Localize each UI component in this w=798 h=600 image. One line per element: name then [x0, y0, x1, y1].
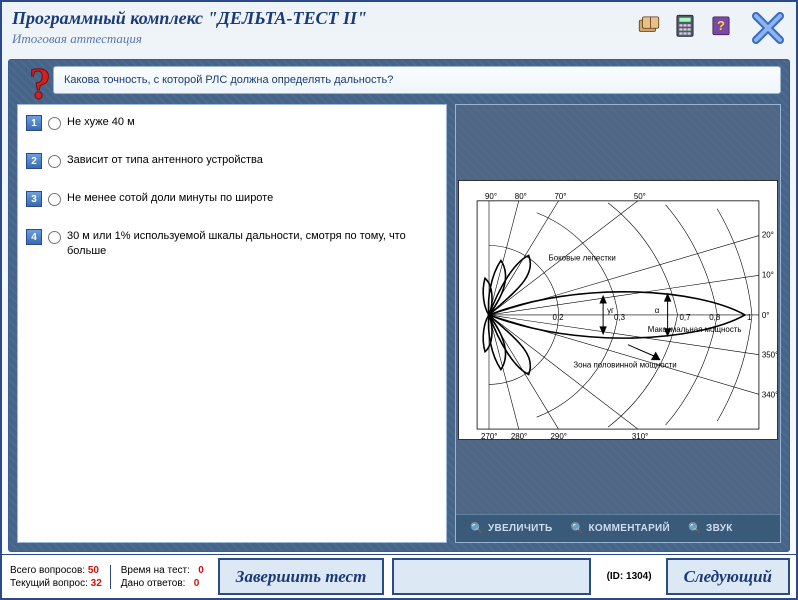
question-id: (ID: 1304) [599, 558, 660, 595]
answer-option[interactable]: 2 Зависит от типа антенного устройства [26, 153, 438, 169]
answered-value: 0 [194, 578, 200, 589]
svg-text:0,7: 0,7 [680, 312, 691, 321]
answer-number: 3 [26, 191, 42, 207]
answer-option[interactable]: 1 Не хуже 40 м [26, 115, 438, 131]
finish-test-button[interactable]: Завершить тест [218, 558, 385, 595]
answers-panel: 1 Не хуже 40 м 2 Зависит от типа антенно… [17, 104, 447, 543]
current-question-value: 32 [91, 578, 102, 589]
svg-text:Зона половинной мощности: Зона половинной мощности [573, 360, 676, 369]
svg-text:Максимальная мощность: Максимальная мощность [648, 324, 742, 333]
answered-label: Дано ответов: [121, 578, 186, 589]
svg-text:290°: 290° [551, 432, 567, 439]
svg-text:270°: 270° [481, 432, 497, 439]
stats-block: Всего вопросов: 50 Текущий вопрос: 32 Вр… [8, 558, 212, 595]
footer: Всего вопросов: 50 Текущий вопрос: 32 Вр… [2, 554, 796, 598]
svg-text:α: α [655, 305, 660, 314]
svg-text:?: ? [717, 18, 725, 33]
answer-text: Зависит от типа антенного устройства [67, 153, 263, 168]
svg-text:10°: 10° [762, 270, 774, 279]
answer-option[interactable]: 3 Не менее сотой доли минуты по широте [26, 191, 438, 207]
header-toolbar: ? [634, 10, 736, 40]
svg-text:0°: 0° [762, 310, 770, 319]
comment-button[interactable]: 🔍КОММЕНТАРИЙ [563, 519, 678, 538]
answer-radio[interactable] [48, 117, 61, 130]
svg-text:Боковые лепестки: Боковые лепестки [549, 253, 616, 262]
answer-number: 2 [26, 153, 42, 169]
magnifier-icon: 🔍 [571, 522, 585, 535]
svg-text:340°: 340° [762, 390, 777, 399]
help-book-icon[interactable]: ? [706, 10, 736, 40]
question-text: Какова точность, с которой РЛС должна оп… [53, 66, 781, 94]
answer-number: 1 [26, 115, 42, 131]
antenna-diagram: 90° 80° 70° 50° 20° 10° 0° 350° 340° 270… [458, 180, 778, 440]
sound-button[interactable]: 🔍ЗВУК [680, 519, 741, 538]
header: Программный комплекс "ДЕЛЬТА-ТЕСТ II" Ит… [2, 2, 796, 55]
magnifier-icon: 🔍 [688, 522, 702, 535]
answer-text: Не менее сотой доли минуты по широте [67, 191, 273, 206]
time-label: Время на тест: [121, 565, 190, 576]
zoom-button[interactable]: 🔍УВЕЛИЧИТЬ [462, 519, 561, 538]
figure-area: 90° 80° 70° 50° 20° 10° 0° 350° 340° 270… [456, 105, 780, 514]
svg-text:?: ? [29, 64, 49, 108]
total-questions-label: Всего вопросов: [10, 565, 85, 576]
svg-text:0,8: 0,8 [709, 312, 721, 321]
answer-text: 30 м или 1% используемой шкалы дальности… [67, 229, 438, 260]
footer-spacer [392, 558, 590, 595]
main-panel: ? Какова точность, с которой РЛС должна … [8, 59, 790, 552]
svg-text:0,3: 0,3 [614, 312, 626, 321]
answer-text: Не хуже 40 м [67, 115, 135, 130]
svg-text:90°: 90° [485, 191, 497, 200]
app-window: Программный комплекс "ДЕЛЬТА-ТЕСТ II" Ит… [0, 0, 798, 600]
svg-text:0,2: 0,2 [553, 312, 564, 321]
svg-text:1: 1 [747, 312, 752, 321]
answer-radio[interactable] [48, 231, 61, 244]
answer-radio[interactable] [48, 193, 61, 206]
total-questions-value: 50 [88, 565, 99, 576]
catalog-icon[interactable] [634, 10, 664, 40]
svg-text:280°: 280° [511, 432, 527, 439]
answer-option[interactable]: 4 30 м или 1% используемой шкалы дальнос… [26, 229, 438, 260]
magnifier-icon: 🔍 [470, 522, 484, 535]
answer-number: 4 [26, 229, 42, 245]
calculator-icon[interactable] [670, 10, 700, 40]
figure-toolbar: 🔍УВЕЛИЧИТЬ 🔍КОММЕНТАРИЙ 🔍ЗВУК [456, 514, 780, 542]
svg-text:γг: γг [607, 305, 614, 314]
svg-text:50°: 50° [634, 191, 646, 200]
svg-text:80°: 80° [515, 191, 527, 200]
time-value: 0 [198, 565, 204, 576]
svg-text:70°: 70° [554, 191, 566, 200]
svg-text:20°: 20° [762, 230, 774, 239]
close-button[interactable] [748, 8, 788, 48]
svg-text:350°: 350° [762, 350, 777, 359]
next-button[interactable]: Следующий [666, 558, 790, 595]
svg-text:310°: 310° [632, 432, 648, 439]
current-question-label: Текущий вопрос: [10, 578, 88, 589]
figure-column: 90° 80° 70° 50° 20° 10° 0° 350° 340° 270… [455, 104, 781, 543]
answer-radio[interactable] [48, 155, 61, 168]
content-row: 1 Не хуже 40 м 2 Зависит от типа антенно… [17, 104, 781, 543]
question-mark-icon: ? [15, 64, 49, 98]
